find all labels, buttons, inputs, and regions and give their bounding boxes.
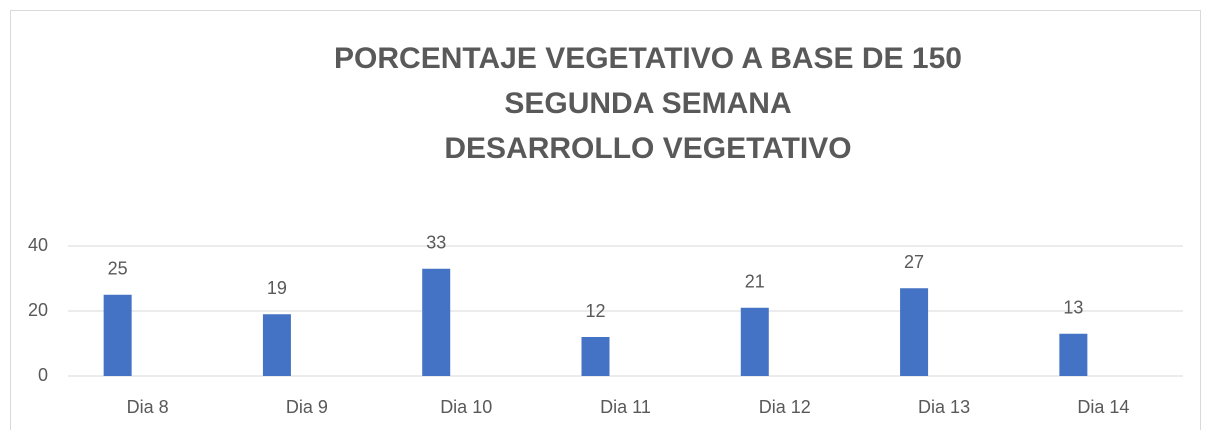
- data-label: 13: [1063, 298, 1083, 318]
- bar: [900, 288, 929, 376]
- x-tick-label: Dia 9: [286, 397, 328, 417]
- data-label: 12: [585, 301, 605, 321]
- data-label: 21: [745, 272, 765, 292]
- x-tick-label: Dia 14: [1077, 397, 1129, 417]
- y-tick-label: 40: [28, 235, 48, 255]
- title-line: DESARROLLO VEGETATIVO: [444, 132, 851, 165]
- x-tick-label: Dia 13: [918, 397, 970, 417]
- data-label: 27: [904, 252, 924, 272]
- y-tick-label: 0: [38, 365, 48, 385]
- data-label: 33: [426, 233, 446, 253]
- data-label: 19: [267, 278, 287, 298]
- x-tick-label: Dia 11: [600, 397, 651, 417]
- bar: [1059, 333, 1088, 376]
- title-line: SEGUNDA SEMANA: [504, 87, 791, 120]
- bar: [103, 294, 132, 376]
- bar: [422, 268, 451, 376]
- title-line: PORCENTAJE VEGETATIVO A BASE DE 150: [334, 42, 962, 75]
- chart-title: PORCENTAJE VEGETATIVO A BASE DE 150 SEGUN…: [334, 42, 962, 165]
- x-tick-label: Dia 10: [440, 397, 492, 417]
- bar: [581, 337, 610, 376]
- bar: [262, 314, 291, 376]
- bar: [740, 307, 769, 376]
- data-label: 25: [108, 259, 128, 279]
- x-tick-label: Dia 12: [759, 397, 811, 417]
- x-tick-label: Dia 8: [127, 397, 169, 417]
- y-tick-label: 20: [28, 300, 48, 320]
